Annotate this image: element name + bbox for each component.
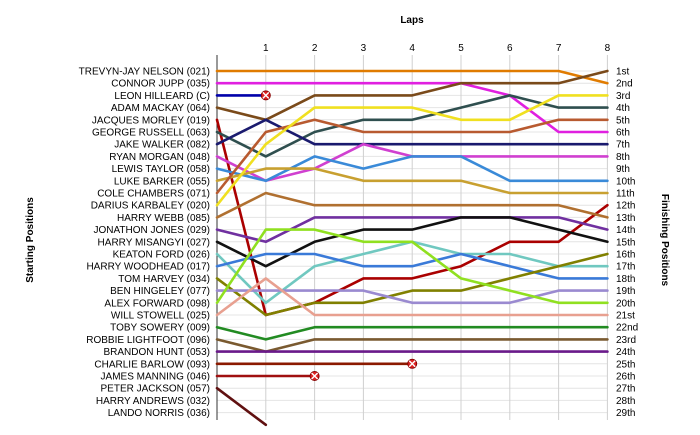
series-line — [215, 118, 609, 195]
finishing-position-label: 1st — [616, 67, 630, 78]
finishing-position-label: 9th — [616, 164, 630, 175]
finishing-position-label: 27th — [616, 384, 635, 395]
x-tick-label: 7 — [556, 43, 562, 54]
finishing-position-label: 7th — [616, 140, 630, 151]
starting-position-label: ADAM MACKAY (064) — [111, 103, 210, 114]
finishing-position-label: 18th — [616, 274, 635, 285]
retired-cross-icon — [311, 372, 319, 380]
starting-position-label: LEWIS TAYLOR (058) — [112, 164, 210, 175]
starting-position-label: TREVYN-JAY NELSON (021) — [79, 67, 210, 78]
finishing-position-label: 25th — [616, 359, 635, 370]
series-lines — [215, 69, 609, 427]
finishing-position-label: 15th — [616, 237, 635, 248]
finishing-position-label: 28th — [616, 396, 635, 407]
starting-position-labels: TREVYN-JAY NELSON (021)CONNOR JUPP (035)… — [79, 67, 210, 420]
y-axis-title-right: Finishing Positions — [659, 194, 670, 287]
series-line — [215, 155, 609, 183]
starting-position-label: BRANDON HUNT (053) — [104, 347, 211, 358]
finishing-position-labels: 1st2nd3rd4th5th6th7th8th9th10th11th12th1… — [616, 67, 638, 420]
finishing-position-label: 26th — [616, 372, 635, 383]
starting-position-label: ROBBIE LIGHTFOOT (096) — [86, 335, 210, 346]
x-tick-label: 3 — [361, 43, 367, 54]
finishing-position-label: 5th — [616, 115, 630, 126]
finishing-position-label: 3rd — [616, 91, 630, 102]
series-line — [215, 94, 609, 207]
series-line — [215, 228, 609, 305]
finishing-position-label: 16th — [616, 250, 635, 261]
series-line — [215, 277, 609, 317]
x-tick-label: 4 — [409, 43, 415, 54]
series-line — [215, 69, 609, 85]
starting-position-label: COLE CHAMBERS (071) — [97, 189, 210, 200]
x-tick-labels: 1 2 3 4 5 6 7 8 — [263, 43, 611, 54]
starting-position-label: LANDO NORRIS (036) — [108, 408, 210, 419]
y-axis-title-left: Starting Positions — [25, 197, 36, 283]
starting-position-label: CHARLIE BARLOW (093) — [94, 359, 210, 370]
starting-position-label: HARRY WOODHEAD (017) — [86, 262, 210, 273]
finishing-position-label: 23rd — [616, 335, 636, 346]
starting-position-label: HARRY ANDREWS (032) — [96, 396, 210, 407]
starting-position-label: KEATON FORD (026) — [113, 250, 210, 261]
series-line — [215, 386, 268, 427]
x-tick-label: 8 — [605, 43, 611, 54]
finishing-position-label: 10th — [616, 176, 635, 187]
series-line — [215, 216, 609, 244]
starting-position-label: LUKE BARKER (055) — [114, 176, 210, 187]
series-line — [215, 81, 609, 134]
starting-position-label: ALEX FORWARD (098) — [104, 298, 210, 309]
retired-cross-icon — [408, 360, 416, 368]
starting-position-label: TOM HARVEY (034) — [118, 274, 210, 285]
finishing-position-label: 19th — [616, 286, 635, 297]
starting-position-label: PETER JACKSON (057) — [101, 384, 210, 395]
starting-position-label: GEORGE RUSSELL (063) — [92, 128, 210, 139]
starting-position-label: HARRY WEBB (085) — [117, 213, 210, 224]
finishing-position-label: 4th — [616, 103, 630, 114]
x-tick-label: 2 — [312, 43, 318, 54]
finishing-position-label: 29th — [616, 408, 635, 419]
series-line — [215, 216, 609, 268]
series-line — [215, 69, 609, 122]
starting-position-label: WILL STOWELL (025) — [111, 311, 210, 322]
starting-position-label: DARIUS KARBALEY (020) — [91, 201, 210, 212]
retired-cross-icon — [262, 91, 270, 99]
finishing-position-label: 8th — [616, 152, 630, 163]
series-line — [215, 191, 609, 219]
finishing-position-label: 13th — [616, 213, 635, 224]
series-line — [215, 252, 609, 317]
finishing-position-label: 21st — [616, 311, 635, 322]
starting-position-label: BEN HINGELEY (077) — [110, 286, 210, 297]
finishing-position-label: 22nd — [616, 323, 638, 334]
series-line — [215, 167, 609, 195]
starting-position-label: JONATHON JONES (029) — [94, 225, 211, 236]
starting-position-label: TOBY SOWERY (009) — [110, 323, 210, 334]
finishing-position-label: 14th — [616, 225, 635, 236]
finishing-position-label: 6th — [616, 128, 630, 139]
finishing-position-label: 2nd — [616, 79, 633, 90]
finishing-position-label: 17th — [616, 262, 635, 273]
retirement-markers — [260, 90, 418, 381]
x-axis-title: Laps — [400, 15, 424, 26]
series-line — [215, 325, 609, 341]
starting-position-label: CONNOR JUPP (035) — [111, 79, 210, 90]
starting-position-label: JAMES MANNING (046) — [101, 372, 210, 383]
series-line — [215, 338, 609, 353]
finishing-position-label: 24th — [616, 347, 635, 358]
starting-position-label: HARRY MISANGYI (027) — [98, 237, 210, 248]
x-tick-label: 1 — [263, 43, 269, 54]
finishing-position-label: 12th — [616, 201, 635, 212]
starting-position-label: JAKE WALKER (082) — [114, 140, 210, 151]
finishing-position-label: 20th — [616, 298, 635, 309]
finishing-position-label: 11th — [616, 189, 635, 200]
starting-position-label: LEON HILLEARD (C) — [114, 91, 210, 102]
x-tick-label: 6 — [507, 43, 513, 54]
series-line — [215, 252, 609, 280]
starting-position-label: JACQUES MORLEY (019) — [92, 115, 210, 126]
starting-position-label: RYAN MORGAN (048) — [109, 152, 210, 163]
x-tick-label: 5 — [458, 43, 464, 54]
